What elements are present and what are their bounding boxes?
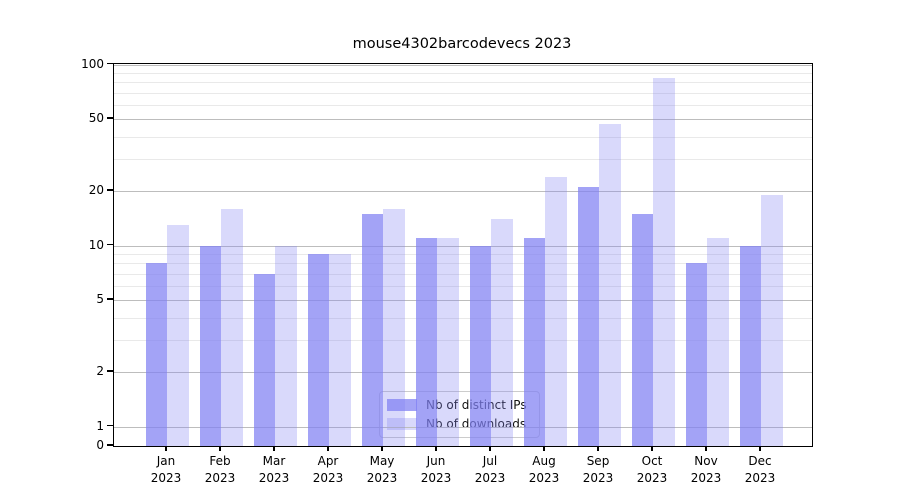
y-tick-label-5: 5 (96, 291, 104, 306)
bar-jan-downloads (167, 224, 189, 446)
gridline-major-10 (114, 245, 812, 247)
gridline-minor-6 (114, 285, 812, 287)
gridline-major-5 (114, 299, 812, 301)
plot-area: Nb of distinct IPs Nb of downloads (113, 63, 813, 447)
bar-dec-downloads (761, 195, 783, 446)
y-tick-mark-5 (107, 298, 113, 300)
x-tick-label-jun: Jun 2023 (420, 454, 452, 485)
x-tick-mark-apr (327, 446, 329, 451)
bar-jul-downloads (491, 219, 513, 446)
gridline-major-20 (114, 191, 812, 192)
y-tick-label-2: 2 (96, 364, 104, 378)
y-tick-mark-2 (107, 370, 113, 372)
y-tick-label-1: 1 (96, 418, 104, 433)
x-tick-label-jan: Jan 2023 (150, 454, 182, 485)
bar-sep-downloads (599, 123, 621, 446)
gridline-minor-90 (114, 72, 812, 74)
bar-mar-downloads (275, 245, 297, 446)
x-tick-label-nov: Nov 2023 (690, 454, 722, 485)
bar-dec-distinct-ips (739, 245, 761, 446)
x-tick-mark-nov (705, 446, 707, 451)
x-tick-label-aug: Aug 2023 (528, 454, 560, 485)
bar-may-downloads (383, 208, 405, 446)
bar-oct-distinct-ips (631, 213, 653, 446)
x-tick-mark-jul (489, 446, 491, 451)
gridline-minor-9 (114, 253, 812, 255)
x-tick-mark-feb (219, 446, 221, 451)
gridline-minor-80 (114, 82, 812, 84)
bar-jan-distinct-ips (145, 263, 167, 446)
bar-feb-distinct-ips (199, 245, 221, 446)
legend: Nb of distinct IPs Nb of downloads (379, 391, 540, 438)
gridline-minor-8 (114, 263, 812, 265)
gridline-minor-70 (114, 92, 812, 94)
gridline-major-1 (114, 426, 812, 428)
bar-feb-downloads (221, 208, 243, 446)
bar-jun-distinct-ips (415, 238, 437, 446)
x-tick-label-dec: Dec 2023 (744, 454, 776, 485)
bar-aug-distinct-ips (523, 238, 545, 446)
y-tick-label-50: 50 (88, 110, 104, 125)
x-tick-mark-may (381, 446, 383, 451)
gridline-major-50 (114, 118, 812, 120)
x-tick-mark-dec (759, 446, 761, 451)
x-tick-label-may: May 2023 (366, 454, 398, 485)
x-tick-mark-jan (165, 446, 167, 451)
x-tick-label-jul: Jul 2023 (474, 454, 506, 485)
x-tick-mark-aug (543, 446, 545, 451)
x-tick-label-oct: Oct 2023 (636, 454, 668, 485)
y-tick-label-100: 100 (81, 56, 104, 71)
bar-oct-downloads (653, 78, 675, 446)
gridline-minor-4 (114, 317, 812, 319)
bar-mar-distinct-ips (253, 273, 275, 446)
x-tick-mark-jun (435, 446, 437, 451)
gridline-minor-30 (114, 159, 812, 161)
y-tick-label-20: 20 (88, 183, 104, 197)
gridline-major-2 (114, 372, 812, 373)
bar-jun-downloads (437, 238, 459, 446)
chart-title: mouse4302barcodevecs 2023 (352, 36, 572, 52)
y-tick-mark-1 (107, 424, 113, 427)
bar-jul-distinct-ips (469, 245, 491, 446)
x-tick-label-feb: Feb 2023 (204, 454, 236, 485)
bar-aug-downloads (545, 176, 567, 446)
y-tick-label-0: 0 (96, 438, 104, 452)
y-tick-mark-20 (107, 189, 113, 191)
x-tick-mark-sep (597, 446, 599, 451)
bar-may-distinct-ips (361, 213, 383, 446)
y-tick-mark-0 (107, 444, 113, 446)
gridline-minor-40 (114, 136, 812, 138)
x-tick-mark-oct (651, 446, 653, 451)
legend-swatch-distinct-ips (387, 399, 417, 411)
bar-nov-distinct-ips (685, 263, 707, 446)
bar-apr-downloads (329, 253, 351, 446)
bar-sep-distinct-ips (577, 187, 599, 446)
y-tick-mark-100 (107, 62, 113, 65)
bar-nov-downloads (707, 238, 729, 446)
y-tick-mark-10 (107, 243, 113, 246)
bar-apr-distinct-ips (307, 253, 329, 446)
y-tick-mark-50 (107, 117, 113, 119)
x-tick-label-apr: Apr 2023 (312, 454, 344, 485)
gridline-major-100 (114, 64, 812, 66)
y-tick-label-10: 10 (88, 237, 104, 252)
gridline-minor-7 (114, 273, 812, 275)
gridline-minor-60 (114, 104, 812, 106)
x-tick-mark-mar (273, 446, 275, 451)
gridline-minor-3 (114, 340, 812, 342)
x-tick-label-mar: Mar 2023 (258, 454, 290, 485)
x-tick-label-sep: Sep 2023 (582, 454, 614, 485)
